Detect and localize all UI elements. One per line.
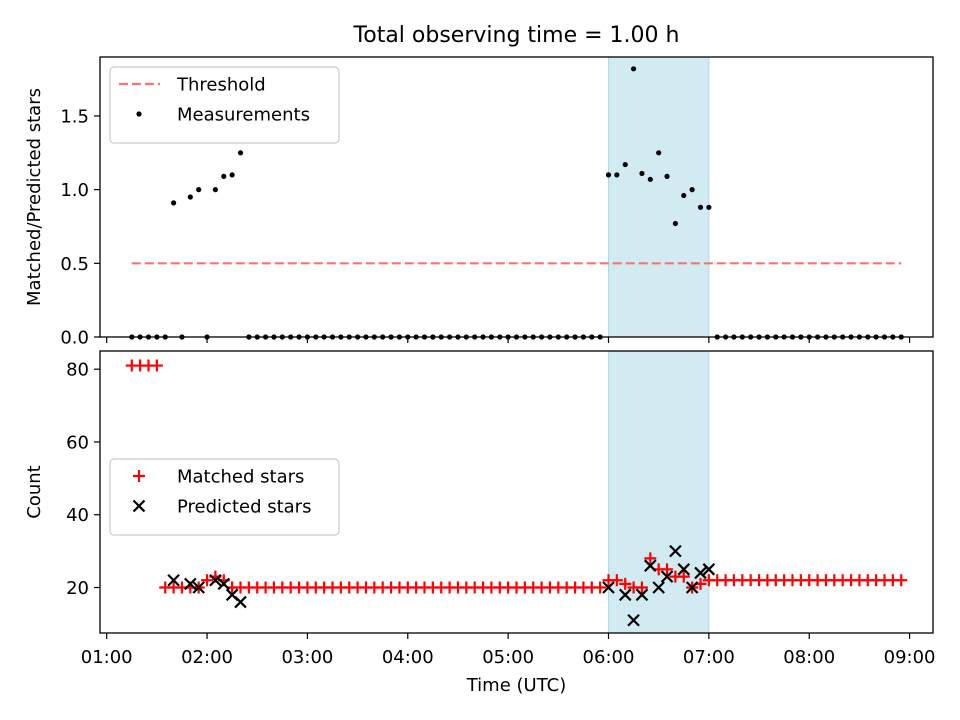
point-measurements <box>237 150 244 156</box>
y-tick-label: 20 <box>66 578 89 599</box>
point-measurements <box>229 172 235 178</box>
y-tick-label: 60 <box>66 432 89 453</box>
point-predicted-stars <box>192 581 205 594</box>
point-measurements <box>681 192 687 199</box>
figure-title: Total observing time = 1.00 h <box>353 23 680 48</box>
point-predicted-stars <box>234 595 247 609</box>
point-predicted-stars <box>602 581 615 594</box>
y-tick-label: 40 <box>66 505 89 526</box>
point-predicted-stars <box>702 563 716 576</box>
point-measurements <box>664 173 670 179</box>
y-tick-label: 1.0 <box>60 180 89 201</box>
point-matched-stars <box>610 574 623 587</box>
point-predicted-stars <box>669 544 682 558</box>
x-tick-label: 07:00 <box>683 647 735 668</box>
point-predicted-stars <box>677 563 691 576</box>
point-matched-stars <box>895 574 908 587</box>
point-matched-stars <box>644 552 657 565</box>
point-matched-stars <box>150 359 163 372</box>
point-predicted-stars <box>694 566 707 580</box>
point-measurements <box>672 220 679 227</box>
point-predicted-stars <box>685 581 699 594</box>
x-tick-label: 02:00 <box>181 647 233 668</box>
y-tick-label: 0.5 <box>60 254 89 275</box>
top-panel-ratio: 0.0 0.5 1.0 1.5 Matched/Predicted stars Thres… <box>24 56 934 349</box>
point-measurements <box>221 173 227 179</box>
point-measurements <box>647 176 653 182</box>
point-matched-stars <box>619 577 632 590</box>
bottom-legend: Matched stars Predicted stars <box>109 458 340 536</box>
point-measurements <box>187 194 193 200</box>
point-predicted-stars <box>635 588 649 602</box>
point-measurements <box>639 170 645 177</box>
point-measurements <box>689 187 695 193</box>
legend-box <box>109 458 340 536</box>
point-measurements <box>656 150 662 156</box>
top-axes-frame <box>99 56 934 338</box>
point-measurements <box>605 172 612 178</box>
point-predicted-stars <box>167 573 180 587</box>
top-highlight-span <box>607 56 710 338</box>
point-measurements <box>622 161 628 168</box>
bottom-panel-count: 01:00 02:00 03:00 04:00 05:00 06:00 07:00 08:00… <box>24 350 936 696</box>
legend-swatch-predicted-stars <box>132 499 146 513</box>
legend-swatch-matched-stars <box>133 470 145 482</box>
legend-swatch-measurements <box>136 111 142 117</box>
y-tick-label: 0.0 <box>60 328 89 349</box>
x-tick-label: 09:00 <box>884 647 936 668</box>
point-predicted-stars <box>660 570 674 583</box>
point-measurements <box>212 187 219 193</box>
top-legend: Threshold Measurements <box>109 66 340 144</box>
point-predicted-stars <box>184 577 197 591</box>
y-tick-label: 80 <box>66 360 89 381</box>
point-matched-stars <box>635 581 648 594</box>
x-tick-label: 03:00 <box>281 647 333 668</box>
legend-label-threshold: Threshold <box>176 75 266 96</box>
legend-box <box>109 66 340 144</box>
x-tick-label: 05:00 <box>482 647 534 668</box>
point-matched-stars <box>594 581 607 594</box>
bottom-y-axis-label: Count <box>24 465 45 518</box>
x-tick-label: 04:00 <box>382 647 434 668</box>
legend-label-predicted-stars: Predicted stars <box>177 497 311 518</box>
x-tick-label: 06:00 <box>583 647 635 668</box>
legend-label-matched-stars: Matched stars <box>177 467 304 488</box>
point-predicted-stars <box>644 559 657 572</box>
point-predicted-stars <box>217 577 231 591</box>
point-measurements <box>697 204 704 210</box>
point-measurements <box>614 172 620 178</box>
point-predicted-stars <box>652 581 665 594</box>
x-tick-label: 01:00 <box>81 647 133 668</box>
point-predicted-stars <box>618 588 632 602</box>
point-matched-stars <box>661 563 674 576</box>
top-y-axis-label: Matched/Predicted stars <box>24 88 45 306</box>
point-predicted-stars <box>627 613 640 627</box>
x-axis-label: Time (UTC) <box>466 675 567 696</box>
point-matched-stars <box>201 574 214 587</box>
point-measurements <box>706 204 712 210</box>
point-predicted-stars <box>209 573 222 587</box>
point-matched-stars <box>677 570 690 583</box>
y-tick-label: 1.5 <box>60 106 89 127</box>
bottom-axes-frame <box>99 350 934 634</box>
point-measurements <box>170 200 177 206</box>
x-tick-label: 08:00 <box>783 647 835 668</box>
point-measurements <box>630 66 637 72</box>
point-measurements <box>196 187 202 193</box>
legend-label-measurements: Measurements <box>177 105 310 126</box>
